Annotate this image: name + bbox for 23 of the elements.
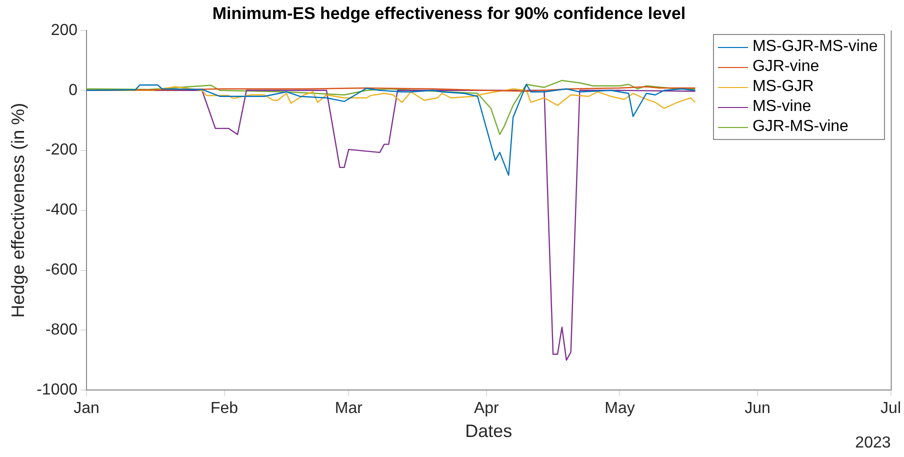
legend-label: MS-GJR-MS-vine — [752, 37, 878, 58]
y-tick-label: -800 — [45, 322, 78, 339]
y-tick-label: -600 — [45, 262, 78, 279]
y-tick-label: -400 — [45, 202, 78, 219]
legend-label: MS-vine — [752, 97, 812, 118]
chart-title: Minimum-ES hedge effectiveness for 90% confidence level — [212, 4, 686, 23]
y-tick-label: 200 — [50, 22, 78, 39]
text: 2023 — [855, 434, 891, 452]
x-tick-label: Jul — [880, 400, 901, 418]
x-tick-label: Apr — [474, 400, 500, 418]
legend-label: GJR-vine — [752, 57, 820, 78]
x-tick-label: Mar — [334, 400, 364, 418]
x-tick-label: Feb — [210, 400, 238, 418]
x-tick-label: Jan — [74, 400, 100, 418]
legend-label: GJR-MS-vine — [752, 117, 848, 138]
x-axis-title: Dates — [465, 421, 512, 442]
y-tick-label: -1000 — [36, 382, 78, 399]
x-tick-label: May — [604, 400, 635, 418]
legend-label: MS-GJR — [752, 77, 814, 98]
x-tick-label: Jun — [744, 400, 770, 418]
y-tick-label: 0 — [68, 82, 78, 99]
y-axis-title: Hedge effectiveness (in %) — [8, 102, 28, 318]
y-tick-label: -200 — [45, 142, 78, 159]
